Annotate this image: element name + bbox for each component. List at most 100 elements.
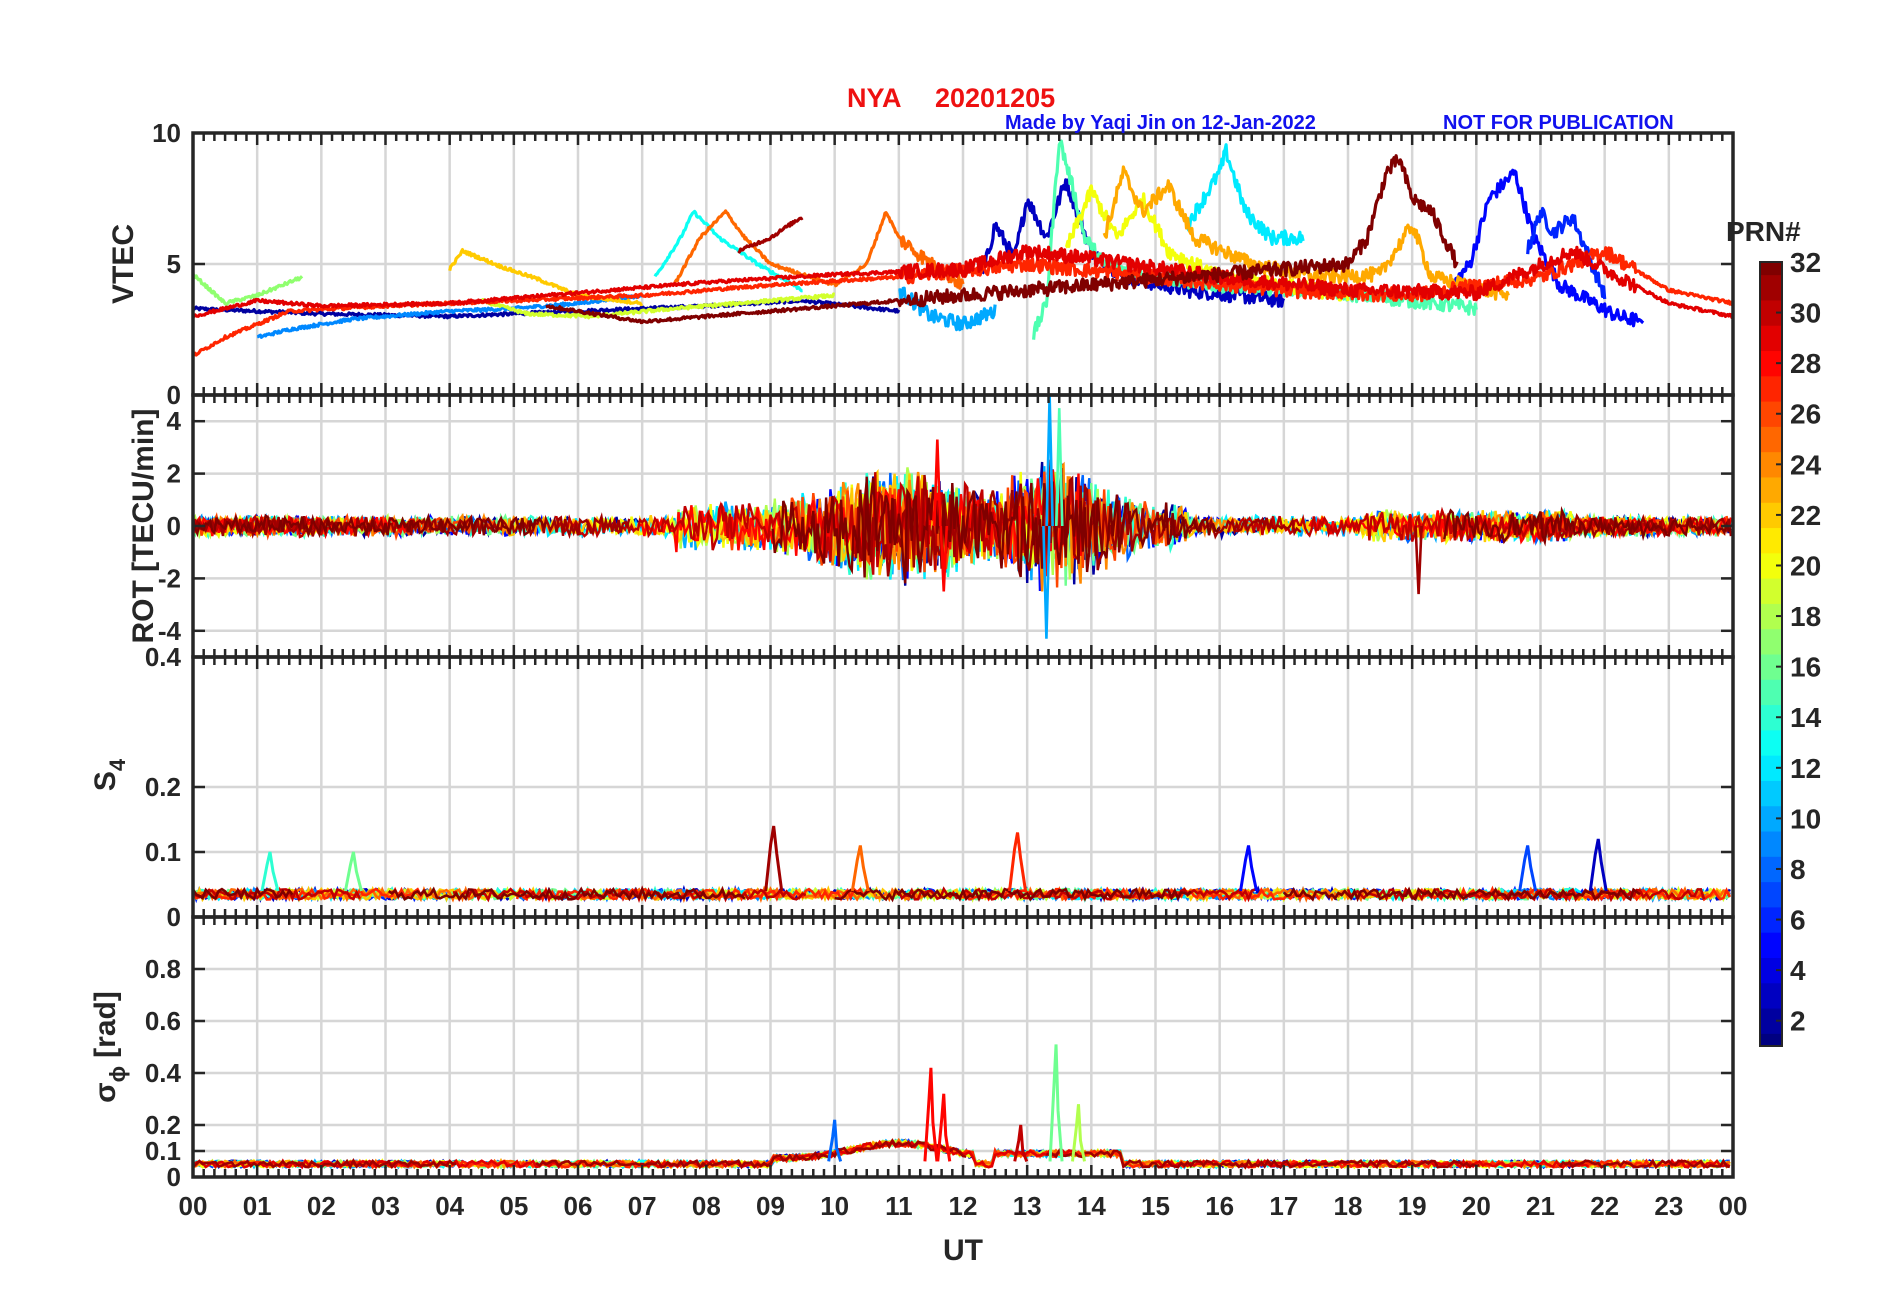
s4-peak (260, 851, 280, 892)
y-tick-label: 0.1 (145, 837, 181, 867)
s4-series-prn-30 (191, 885, 1706, 904)
sigma-phi-axis-label: σϕ[rad] (89, 991, 130, 1103)
series-layer (191, 139, 1735, 1171)
s4-peak (764, 825, 784, 892)
x-tick-label: 16 (1205, 1191, 1234, 1221)
colorbar-swatch (1760, 401, 1782, 427)
colorbar-swatch (1760, 262, 1782, 276)
vtec-series-prn-29 (191, 244, 1735, 320)
colorbar-tick-label: 22 (1790, 500, 1821, 531)
colorbar-swatch (1760, 1008, 1782, 1034)
vtec-series-prn-31 (737, 216, 804, 254)
sigma-phi-series-prn-31 (192, 1138, 1731, 1170)
colorbar-tick-label: 32 (1790, 247, 1821, 278)
y-tick-label: 10 (152, 118, 181, 148)
title-date: 20201205 (935, 83, 1055, 113)
vtec-series-prn-5 (1442, 168, 1645, 328)
sigma-phi-peak (936, 1093, 952, 1162)
sigma-phi-peak (1048, 1044, 1064, 1162)
rot-extreme-spike (1042, 525, 1051, 639)
y-tick-label: 0.4 (145, 642, 182, 672)
colorbar-swatch (1760, 375, 1782, 402)
colorbar-tick-label: 12 (1790, 753, 1821, 784)
y-tick-label: 0 (167, 1162, 181, 1192)
x-tick-label: 02 (307, 1191, 336, 1221)
colorbar-tick-label: 30 (1790, 298, 1821, 329)
colorbar-swatch (1760, 578, 1782, 604)
vtec-series-prn-9 (256, 293, 644, 339)
colorbar-swatch (1760, 325, 1782, 352)
axis-labels: 0510-4-202400.10.20.400.10.20.40.60.8VTE… (89, 118, 1747, 1267)
y-tick-label: 0.8 (145, 954, 181, 984)
s4-peak (1239, 845, 1259, 892)
colorbar-swatch (1760, 856, 1782, 883)
colorbar-tick-label: 2 (1790, 1006, 1806, 1037)
x-tick-label: 05 (499, 1191, 528, 1221)
colorbar-swatch (1760, 628, 1782, 655)
colorbar-tick-label: 18 (1790, 601, 1821, 632)
x-tick-label: 18 (1334, 1191, 1363, 1221)
colorbar-swatch (1760, 755, 1782, 781)
colorbar-swatch (1760, 932, 1782, 958)
colorbar-tick-label: 6 (1790, 905, 1806, 936)
y-tick-label: 4 (167, 406, 182, 436)
x-tick-label: 22 (1590, 1191, 1619, 1221)
vtec-series-prn-10 (898, 286, 997, 332)
colorbar-tick-label: 24 (1790, 449, 1822, 480)
colorbar-swatch (1760, 654, 1782, 680)
colorbar-swatch (1760, 603, 1782, 630)
colorbar-tick-label: 4 (1790, 955, 1806, 986)
sigma-phi-unit: [rad] (89, 991, 122, 1058)
sigma-phi-peak (827, 1119, 843, 1162)
colorbar-swatch (1760, 805, 1782, 832)
colorbar-tick-label: 8 (1790, 854, 1806, 885)
sigma-phi-peak (1071, 1104, 1086, 1162)
colorbar-swatch (1760, 729, 1782, 756)
y-tick-label: 0.6 (145, 1006, 181, 1036)
colorbar-frame (1759, 261, 1783, 1047)
x-tick-label: 13 (1013, 1191, 1042, 1221)
sigma-phi-peak (923, 1067, 939, 1162)
vtec-series-prn-19 (480, 292, 836, 320)
s4-axis-label: S4 (89, 758, 130, 791)
x-tick-label: 12 (949, 1191, 978, 1221)
colorbar-swatch (1760, 704, 1782, 731)
x-tick-label: 23 (1654, 1191, 1683, 1221)
vtec-series-prn-17 (191, 272, 304, 306)
title-station: NYA (847, 83, 902, 113)
x-tick-label: 14 (1077, 1191, 1106, 1221)
sigma-phi-series-prn-29 (192, 1139, 1731, 1170)
y-tick-label: -4 (158, 616, 182, 646)
x-tick-label: 11 (885, 1191, 913, 1221)
colorbar-swatch (1760, 426, 1782, 453)
x-tick-label: 00 (179, 1191, 208, 1221)
x-tick-label: 01 (243, 1191, 272, 1221)
colorbar-swatch (1760, 957, 1782, 984)
x-tick-label: 04 (435, 1191, 464, 1221)
x-tick-label: 19 (1398, 1191, 1427, 1221)
rot-extreme-spike (1414, 525, 1423, 595)
sigma-phi-series-prn-25 (192, 1137, 1731, 1170)
colorbar-tick-label: 10 (1790, 803, 1821, 834)
x-tick-label: 00 (1719, 1191, 1748, 1221)
colorbar-swatch (1760, 906, 1782, 933)
colorbar-swatch (1760, 679, 1782, 706)
colorbar-title: PRN# (1726, 216, 1801, 247)
x-tick-label: 08 (692, 1191, 721, 1221)
y-tick-label: 0.4 (145, 1058, 182, 1088)
x-tick-label: 20 (1462, 1191, 1491, 1221)
x-tick-label: 07 (628, 1191, 657, 1221)
colorbar-swatch (1760, 502, 1782, 529)
x-tick-label: 09 (756, 1191, 785, 1221)
rot-extreme-spike (933, 439, 942, 527)
colorbar-swatch (1760, 780, 1782, 807)
y-tick-label: -2 (158, 563, 181, 593)
colorbar-swatch (1760, 299, 1782, 326)
colorbar-swatch (1760, 831, 1782, 857)
y-tick-label: 0.2 (145, 1110, 181, 1140)
y-tick-label: 0 (167, 511, 181, 541)
tick-marks (191, 131, 1735, 1179)
vtec-series-prn-25 (672, 209, 965, 290)
